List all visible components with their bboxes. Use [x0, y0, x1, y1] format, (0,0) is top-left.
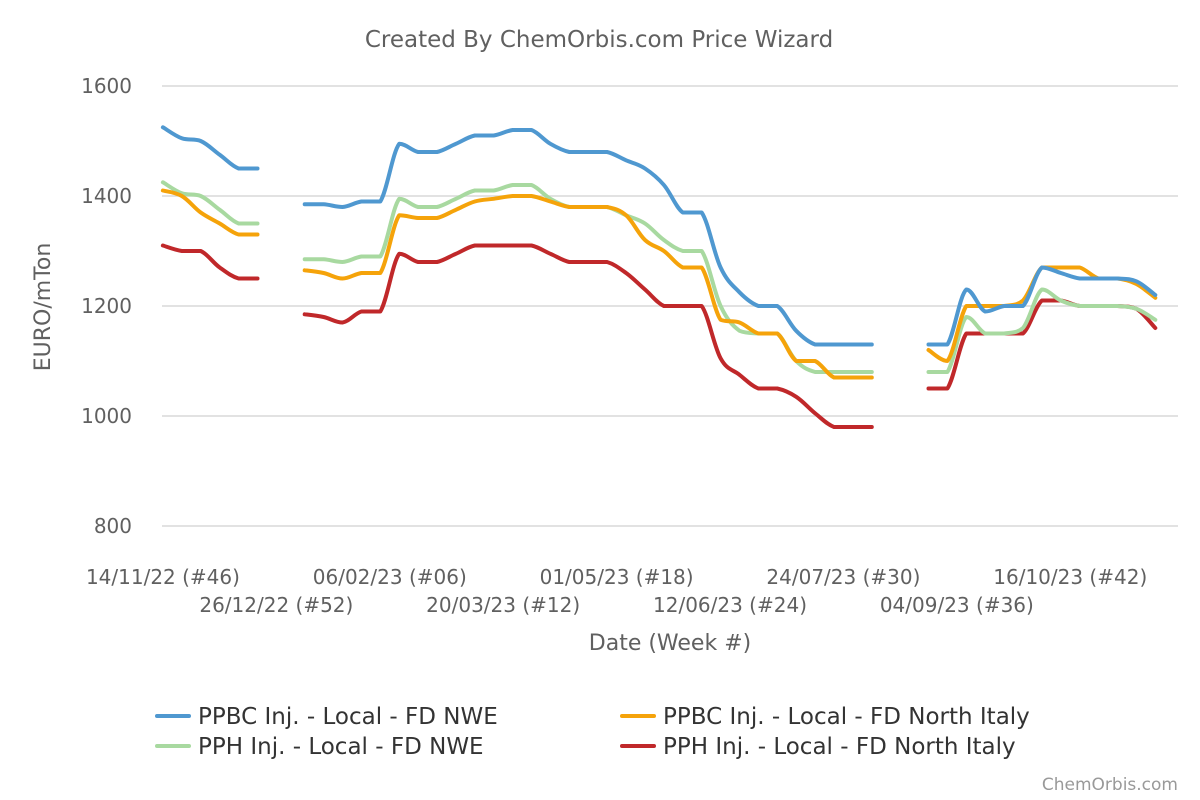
x-tick-label: 26/12/22 (#52): [199, 593, 353, 617]
x-axis-ticks: 14/11/22 (#46) 26/12/22 (#52) 06/02/23 (#0…: [86, 565, 1147, 617]
legend-item[interactable]: PPH Inj. - Local - FD NWE: [155, 734, 484, 760]
series-line: [926, 265, 1158, 347]
y-tick-label: 1200: [81, 294, 132, 318]
series-line: [302, 194, 874, 380]
chart-credit: ChemOrbis.com: [1042, 775, 1178, 795]
series-line: [926, 287, 1158, 374]
series-line: [160, 180, 260, 226]
x-tick-label: 12/06/23 (#24): [653, 593, 807, 617]
legend-label: PPBC Inj. - Local - FD NWE: [198, 704, 498, 730]
x-tick-label: 20/03/23 (#12): [426, 593, 580, 617]
series-line: [302, 243, 874, 429]
series-line: [160, 125, 260, 171]
x-tick-label: 24/07/23 (#30): [766, 565, 920, 589]
x-tick-label: 06/02/23 (#06): [313, 565, 467, 589]
y-tick-label: 800: [94, 514, 132, 538]
series-line: [302, 128, 874, 347]
x-tick-label: 04/09/23 (#36): [880, 593, 1034, 617]
y-tick-label: 1000: [81, 404, 132, 428]
legend-label: PPH Inj. - Local - FD NWE: [198, 734, 484, 760]
y-tick-label: 1600: [81, 74, 132, 98]
y-tick-label: 1400: [81, 184, 132, 208]
x-tick-label: 16/10/23 (#42): [993, 565, 1147, 589]
series-2: [160, 188, 1158, 380]
x-axis-title: Date (Week #): [589, 631, 751, 656]
legend-item[interactable]: PPBC Inj. - Local - FD NWE: [155, 704, 498, 730]
chart-title: Created By ChemOrbis.com Price Wizard: [365, 27, 833, 53]
series-line: [160, 243, 260, 281]
legend-label: PPBC Inj. - Local - FD North Italy: [663, 704, 1030, 730]
x-tick-label: 01/05/23 (#18): [540, 565, 694, 589]
y-axis-ticks: 800 1000 1200 1400 1600: [81, 74, 132, 538]
series-1: [160, 125, 1158, 347]
series-line: [160, 188, 260, 237]
legend-item[interactable]: PPBC Inj. - Local - FD North Italy: [620, 704, 1030, 730]
x-tick-label: 14/11/22 (#46): [86, 565, 240, 589]
legend-label: PPH Inj. - Local - FD North Italy: [663, 734, 1016, 760]
y-axis-title: EURO/mTon: [31, 243, 56, 372]
series-lines: [160, 125, 1158, 429]
legend: PPBC Inj. - Local - FD NWE PPBC Inj. - Lo…: [155, 704, 1030, 760]
legend-item[interactable]: PPH Inj. - Local - FD North Italy: [620, 734, 1016, 760]
series-3: [160, 180, 1158, 374]
